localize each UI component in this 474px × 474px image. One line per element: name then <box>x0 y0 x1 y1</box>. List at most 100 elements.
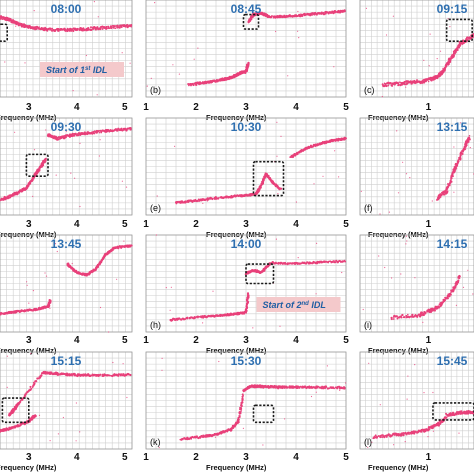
panel-time-label: 15:15 <box>51 354 82 368</box>
trace-point <box>397 81 399 84</box>
trace-point <box>332 11 335 15</box>
trace-point <box>195 199 198 202</box>
trace-point <box>405 82 409 85</box>
trace-point <box>62 29 64 31</box>
noise-point <box>33 149 36 151</box>
panel-letter: (c) <box>364 85 375 95</box>
trace-point <box>422 79 425 81</box>
trace-point <box>128 24 131 27</box>
noise-point <box>4 61 6 63</box>
trace-point <box>400 316 403 319</box>
trace-point <box>468 138 471 141</box>
plot-frame <box>145 117 347 216</box>
trace-point <box>384 82 387 86</box>
trace-point <box>401 313 404 317</box>
noise-point <box>360 190 362 192</box>
trace-point <box>79 134 82 136</box>
trace-point <box>221 77 224 80</box>
noise-point <box>71 262 73 265</box>
annotation-box <box>40 62 124 77</box>
trace-point <box>113 25 116 28</box>
trace-point <box>460 157 462 160</box>
noise-point <box>15 25 17 27</box>
trace-point <box>127 127 130 130</box>
noise-point <box>126 396 128 399</box>
x-tick-label: 2 <box>193 335 199 346</box>
trace-point <box>21 190 24 192</box>
noise-point <box>121 52 123 54</box>
noise-point <box>38 414 41 416</box>
trace-point <box>85 375 87 377</box>
trace-point <box>51 27 54 30</box>
highlight-box <box>242 13 260 30</box>
noise-point <box>333 66 335 68</box>
trace-point <box>342 10 345 13</box>
trace-point <box>288 262 291 265</box>
noise-point <box>197 47 199 49</box>
trace-point <box>389 82 392 84</box>
trace-point <box>82 133 84 136</box>
highlight-box <box>25 153 49 178</box>
noise-point <box>297 30 299 32</box>
noise-point <box>449 26 451 28</box>
trace-point <box>186 199 189 202</box>
trace-point <box>57 29 60 32</box>
trace-point <box>240 410 242 413</box>
trace-point <box>451 174 454 178</box>
noise-point <box>467 269 469 271</box>
trace-point <box>77 27 79 30</box>
trace-point <box>242 393 244 396</box>
noise-point <box>252 6 254 8</box>
trace-point <box>28 24 31 27</box>
trace-point <box>344 260 347 263</box>
trace-point <box>342 260 344 263</box>
noise-point <box>341 271 343 274</box>
trace-point <box>100 131 102 134</box>
trace-point <box>449 60 452 63</box>
trace-point <box>334 10 337 13</box>
trace-point <box>393 84 396 86</box>
trace-point <box>454 285 457 288</box>
noise-point <box>123 240 125 242</box>
noise-point <box>32 195 34 197</box>
trace-point <box>339 260 342 263</box>
noise-point <box>429 33 431 35</box>
trace-point <box>454 51 457 53</box>
trace-point <box>387 84 390 87</box>
trace-point <box>34 414 37 418</box>
noise-point <box>338 176 340 178</box>
trace-point <box>457 160 460 162</box>
trace-point <box>44 159 47 162</box>
noise-point <box>85 54 87 57</box>
noise-point <box>98 155 100 157</box>
trace-point <box>241 397 244 400</box>
trace-point <box>416 315 419 318</box>
trace-point <box>77 133 80 137</box>
noise-point <box>472 293 474 295</box>
trace-point <box>98 131 101 134</box>
trace-point <box>450 293 452 296</box>
noise-point <box>172 64 174 66</box>
trace-point <box>325 260 327 263</box>
trace-point <box>237 421 240 423</box>
trace-point <box>46 30 49 32</box>
trace-point <box>54 29 57 32</box>
panel-time-label: 08:45 <box>231 2 262 16</box>
trace-point <box>44 157 47 161</box>
noise-point <box>96 94 98 96</box>
noise-point <box>24 62 26 64</box>
trace-point <box>201 81 204 83</box>
noise-point <box>178 73 180 75</box>
trace-point <box>119 26 121 29</box>
x-axis-label: Frequency (MHz) <box>0 346 57 355</box>
trace-point <box>199 82 202 85</box>
trace-point <box>244 71 247 74</box>
trace-point <box>8 426 10 429</box>
noise-point <box>154 1 156 4</box>
trace-point <box>286 386 289 389</box>
trace-point <box>7 428 9 430</box>
trace-point <box>462 149 465 152</box>
trace-point <box>449 179 452 182</box>
noise-point <box>279 325 281 327</box>
